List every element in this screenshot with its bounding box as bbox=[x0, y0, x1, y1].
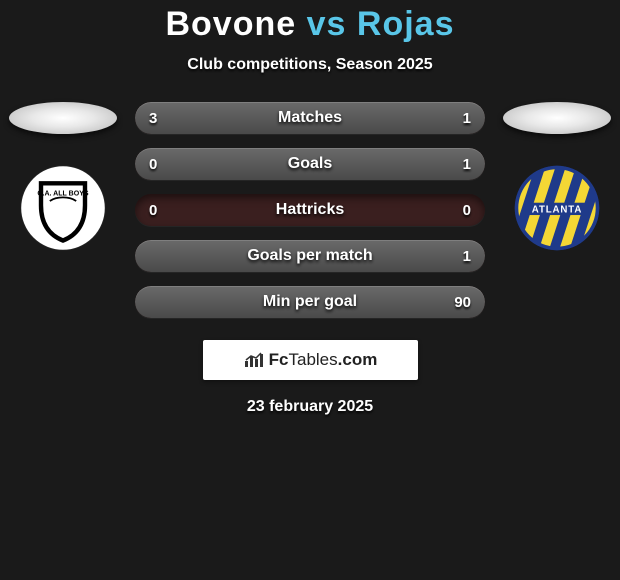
stat-value-right: 1 bbox=[463, 156, 471, 173]
stat-value-left: 0 bbox=[149, 202, 157, 219]
left-column: C.A. ALL BOYS bbox=[8, 102, 118, 252]
date-text: 23 february 2025 bbox=[0, 398, 620, 416]
stat-row: 3 Matches 1 bbox=[135, 102, 485, 134]
player1-photo-placeholder bbox=[9, 102, 117, 134]
vs-text: vs bbox=[307, 5, 347, 43]
stat-label: Min per goal bbox=[263, 293, 357, 311]
right-column: ATLANTA bbox=[502, 102, 612, 252]
svg-text:C.A. ALL BOYS: C.A. ALL BOYS bbox=[37, 191, 88, 198]
comparison-card: Bovone vs Rojas Club competitions, Seaso… bbox=[0, 0, 620, 416]
stat-value-right: 1 bbox=[463, 110, 471, 127]
stat-value-left: 3 bbox=[149, 110, 157, 127]
team-right-crest: ATLANTA bbox=[513, 164, 601, 252]
stat-value-right: 0 bbox=[463, 202, 471, 219]
team-left-crest: C.A. ALL BOYS bbox=[19, 164, 107, 252]
stat-value-right: 1 bbox=[463, 248, 471, 265]
stat-label: Matches bbox=[278, 109, 342, 127]
stat-row: Min per goal 90 bbox=[135, 286, 485, 318]
page-title: Bovone vs Rojas bbox=[0, 5, 620, 44]
player2-name: Rojas bbox=[357, 5, 455, 43]
stat-fill-right bbox=[398, 102, 486, 134]
svg-text:ATLANTA: ATLANTA bbox=[532, 204, 582, 215]
brand-text: FcTables.com bbox=[269, 350, 378, 370]
atlanta-crest-icon: ATLANTA bbox=[513, 161, 601, 255]
brand-badge[interactable]: FcTables.com bbox=[203, 340, 418, 380]
stat-value-right: 90 bbox=[454, 294, 471, 311]
stat-label: Hattricks bbox=[276, 201, 344, 219]
stat-fill-left bbox=[135, 102, 398, 134]
player2-photo-placeholder bbox=[503, 102, 611, 134]
player1-name: Bovone bbox=[165, 5, 296, 43]
stat-row: 0 Hattricks 0 bbox=[135, 194, 485, 226]
chart-icon bbox=[243, 351, 265, 369]
stat-row: 0 Goals 1 bbox=[135, 148, 485, 180]
stat-value-left: 0 bbox=[149, 156, 157, 173]
stat-label: Goals bbox=[288, 155, 332, 173]
stat-label: Goals per match bbox=[247, 247, 372, 265]
content-area: C.A. ALL BOYS bbox=[0, 102, 620, 416]
all-boys-crest-icon: C.A. ALL BOYS bbox=[19, 164, 107, 252]
subtitle: Club competitions, Season 2025 bbox=[0, 56, 620, 74]
stats-list: 3 Matches 1 0 Goals 1 0 Hattricks 0 Goals per mat… bbox=[135, 102, 485, 318]
stat-row: Goals per match 1 bbox=[135, 240, 485, 272]
